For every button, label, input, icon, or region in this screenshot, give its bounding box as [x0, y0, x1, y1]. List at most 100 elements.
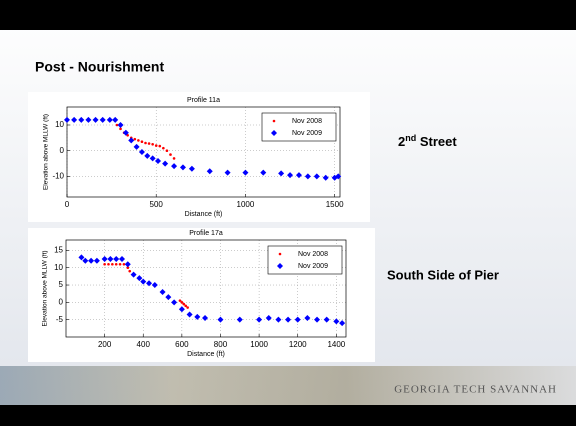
chart-title: Profile 11a: [187, 97, 220, 104]
point: [295, 172, 302, 179]
point: [149, 155, 156, 162]
point: [111, 262, 114, 266]
point: [113, 256, 120, 263]
point: [119, 127, 122, 131]
label-part: Street: [416, 134, 457, 149]
point: [294, 316, 301, 323]
point: [158, 144, 162, 148]
x-tick-label: 1000: [237, 200, 255, 209]
y-axis-label: Elevation above MLLW (ft): [42, 250, 49, 326]
point: [151, 142, 154, 146]
y-tick-label: 10: [55, 120, 64, 129]
point: [304, 314, 311, 321]
point: [217, 316, 224, 323]
point: [287, 172, 294, 179]
x-tick-label: 500: [150, 200, 164, 209]
footer-text: Georgia Tech Savannah: [394, 384, 557, 396]
point: [122, 129, 129, 136]
legend-marker: [277, 263, 283, 269]
chart-title: Profile 17a: [189, 230, 223, 237]
point: [136, 275, 143, 282]
point: [162, 160, 169, 167]
x-tick-label: 800: [214, 340, 228, 349]
point: [85, 116, 92, 123]
point: [186, 306, 189, 309]
point: [178, 306, 185, 313]
legend-label: Nov 2008: [298, 251, 328, 258]
pier-label: South Side of Pier: [387, 267, 499, 282]
y-axis-label: Elevation above MLLW (ft): [43, 114, 50, 190]
point: [78, 254, 85, 261]
y-tick-label: -10: [52, 172, 64, 181]
label-part: nd: [405, 133, 416, 143]
point: [285, 316, 292, 323]
point: [92, 116, 99, 123]
x-tick-label: 400: [137, 340, 151, 349]
y-tick-label: -5: [56, 315, 64, 324]
point: [179, 164, 186, 171]
point: [106, 116, 113, 123]
point: [155, 158, 161, 164]
point: [165, 294, 172, 301]
x-tick-label: 1400: [327, 340, 345, 349]
point: [144, 141, 147, 145]
point: [133, 137, 137, 141]
point: [206, 168, 213, 175]
point: [242, 169, 249, 176]
point: [138, 149, 145, 155]
point: [184, 304, 188, 308]
point: [144, 152, 151, 159]
point: [224, 169, 231, 176]
bottom-bar: [0, 405, 576, 426]
point: [82, 257, 89, 264]
x-tick-label: 1200: [289, 340, 307, 349]
top-bar: [0, 0, 576, 30]
y-tick-label: 15: [54, 246, 63, 255]
point: [128, 269, 132, 273]
y-tick-label: 0: [59, 297, 64, 306]
point: [107, 256, 114, 263]
point: [128, 137, 135, 144]
point: [151, 282, 158, 289]
point: [313, 173, 320, 180]
point: [278, 170, 285, 177]
label-part: 2: [398, 134, 405, 149]
point: [322, 174, 329, 181]
point: [256, 316, 263, 323]
legend-marker: [278, 252, 282, 256]
x-axis-label: Distance (ft): [187, 351, 225, 358]
point: [146, 280, 153, 287]
point: [118, 262, 122, 266]
chart-panel: [28, 92, 370, 222]
slide-title: Post - Nourishment: [35, 59, 164, 75]
point: [171, 163, 178, 170]
point: [64, 116, 70, 123]
legend-box: [261, 112, 337, 142]
point: [137, 139, 140, 142]
x-tick-label: 1000: [250, 340, 268, 349]
x-tick-label: 1500: [326, 200, 344, 209]
point: [126, 133, 129, 137]
point: [147, 142, 151, 145]
point: [202, 314, 209, 321]
point: [88, 257, 95, 264]
plot-frame: [66, 106, 341, 198]
point: [114, 262, 118, 266]
point: [194, 313, 201, 320]
point: [154, 144, 158, 147]
point: [112, 116, 119, 123]
x-tick-label: 600: [175, 340, 189, 349]
point: [236, 316, 243, 323]
point: [188, 165, 195, 172]
point: [333, 318, 340, 325]
point: [93, 257, 100, 264]
footer-strip: [0, 366, 576, 406]
legend-marker: [272, 119, 276, 123]
point: [140, 278, 147, 285]
point: [119, 256, 125, 263]
street-label: 2nd Street: [398, 133, 457, 149]
point: [107, 262, 110, 266]
point: [335, 173, 342, 180]
legend-label: Nov 2008: [292, 118, 322, 125]
point: [165, 149, 169, 153]
